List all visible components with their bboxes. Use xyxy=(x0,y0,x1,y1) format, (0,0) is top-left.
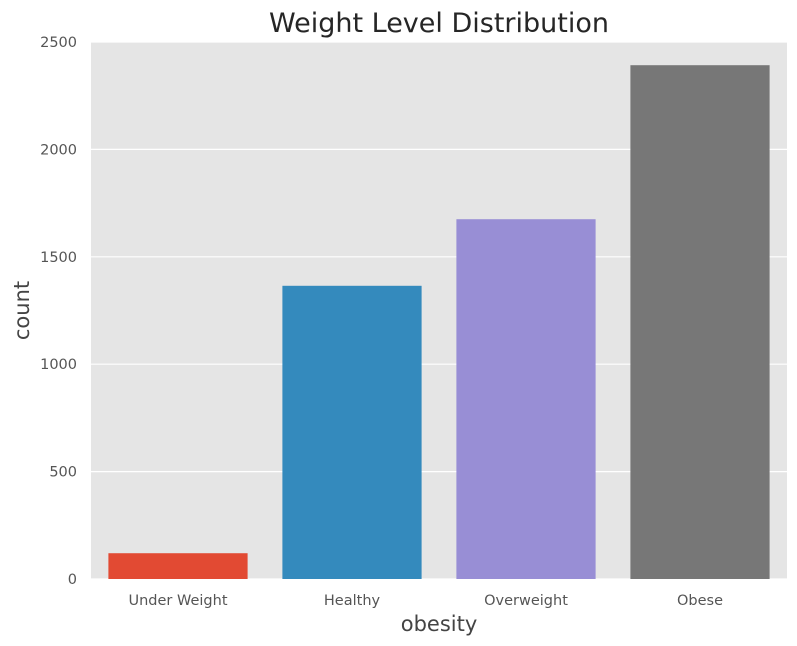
bar-healthy xyxy=(282,285,422,579)
x-tick-label: Overweight xyxy=(484,593,568,609)
x-tick-label: Obese xyxy=(677,593,723,609)
y-tick-label: 0 xyxy=(68,572,77,588)
y-tick-label: 1500 xyxy=(40,250,77,266)
y-tick-label: 500 xyxy=(49,465,77,481)
y-tick-label: 2500 xyxy=(40,35,77,51)
bar-under-weight xyxy=(108,553,248,579)
y-tick-label: 1000 xyxy=(40,357,77,373)
x-tick-labels: Under Weight Healthy Overweight Obese xyxy=(128,593,723,609)
y-tick-label: 2000 xyxy=(40,142,77,158)
x-tick-label: Under Weight xyxy=(128,593,227,609)
chart-title: Weight Level Distribution xyxy=(269,8,609,39)
bars xyxy=(108,65,770,579)
y-tick-labels: 0 500 1000 1500 2000 2500 xyxy=(40,35,77,588)
x-axis-label: obesity xyxy=(401,612,478,636)
y-axis-label: count xyxy=(10,281,34,340)
bar-overweight xyxy=(456,219,596,579)
bar-obese xyxy=(630,65,770,579)
x-tick-label: Healthy xyxy=(324,593,381,609)
